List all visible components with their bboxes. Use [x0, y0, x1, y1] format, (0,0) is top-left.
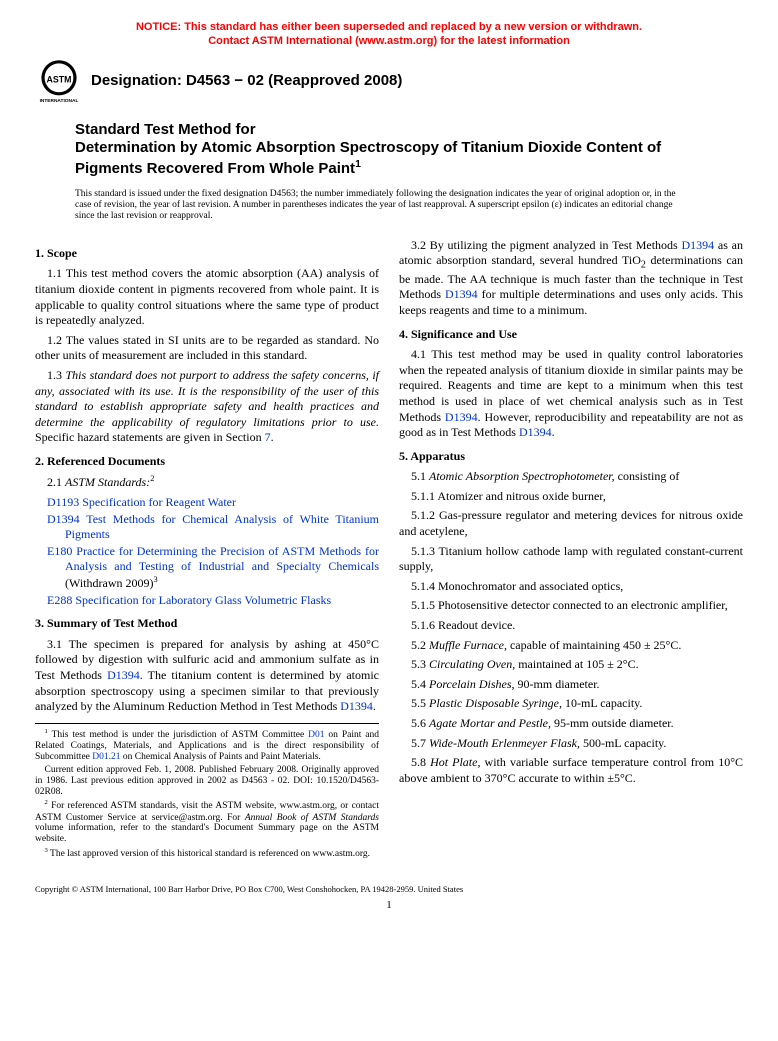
ref-d1193: D1193 Specification for Reagent Water — [35, 495, 379, 511]
footnote-1b: Current edition approved Feb. 1, 2008. P… — [35, 765, 379, 798]
link-d1193[interactable]: D1193 — [47, 495, 79, 509]
link-d1394-5[interactable]: D1394 — [445, 287, 478, 301]
link-e180[interactable]: E180 — [47, 544, 72, 558]
para-5-6: 5.6 Agate Mortar and Pestle, 95-mm outsi… — [399, 716, 743, 732]
link-d1394-3[interactable]: D1394 — [340, 699, 373, 713]
svg-text:ASTM: ASTM — [47, 74, 72, 84]
issuance-note: This standard is issued under the fixed … — [75, 189, 693, 223]
title-main-text: Determination by Atomic Absorption Spect… — [75, 139, 661, 177]
para-3-2: 3.2 By utilizing the pigment analyzed in… — [399, 238, 743, 319]
para-5-2: 5.2 Muffle Furnace, capable of maintaini… — [399, 638, 743, 654]
designation: Designation: D4563 − 02 (Reapproved 2008… — [91, 71, 402, 91]
para-5-8: 5.8 Hot Plate, with variable surface tem… — [399, 755, 743, 786]
notice-banner: NOTICE: This standard has either been su… — [35, 20, 743, 49]
title-prefix: Standard Test Method for — [75, 120, 723, 140]
para-5-1-2: 5.1.2 Gas-pressure regulator and meterin… — [399, 508, 743, 539]
para-5-4: 5.4 Porcelain Dishes, 90-mm diameter. — [399, 677, 743, 693]
copyright: Copyright © ASTM International, 100 Barr… — [35, 884, 743, 895]
para-5-1-3: 5.1.3 Titanium hollow cathode lamp with … — [399, 544, 743, 575]
para-1-1: 1.1 This test method covers the atomic a… — [35, 266, 379, 328]
link-d1394-2[interactable]: D1394 — [107, 668, 140, 682]
para-5-1: 5.1 Atomic Absorption Spectrophotometer,… — [399, 469, 743, 485]
footnotes: 1 This test method is under the jurisdic… — [35, 723, 379, 861]
link-d1394-4[interactable]: D1394 — [681, 238, 714, 252]
title-sup: 1 — [355, 158, 361, 170]
link-e288-title[interactable]: Specification for Laboratory Glass Volum… — [75, 593, 331, 607]
section-4-head: 4. Significance and Use — [399, 327, 743, 343]
section-5-head: 5. Apparatus — [399, 449, 743, 465]
para-5-7: 5.7 Wide-Mouth Erlenmeyer Flask, 500-mL … — [399, 736, 743, 752]
para-5-1-6: 5.1.6 Readout device. — [399, 618, 743, 634]
title-main: Determination by Atomic Absorption Spect… — [75, 139, 723, 179]
page-number: 1 — [35, 898, 743, 912]
footnote-3: 3 The last approved version of this hist… — [35, 847, 379, 860]
footnote-2: 2 For referenced ASTM standards, visit t… — [35, 799, 379, 845]
ref-d1394: D1394 Test Methods for Chemical Analysis… — [35, 512, 379, 543]
link-d1394-7[interactable]: D1394 — [519, 425, 552, 439]
para-2-1: 2.1 ASTM Standards:2 — [35, 474, 379, 491]
ref-e288: E288 Specification for Laboratory Glass … — [35, 593, 379, 609]
footnote-1: 1 This test method is under the jurisdic… — [35, 728, 379, 763]
para-5-3: 5.3 Circulating Oven, maintained at 105 … — [399, 657, 743, 673]
link-d1394-6[interactable]: D1394 — [445, 410, 478, 424]
link-d01-21[interactable]: D01.21 — [92, 752, 120, 762]
link-d01[interactable]: D01 — [308, 730, 324, 740]
notice-line1: NOTICE: This standard has either been su… — [136, 21, 642, 33]
astm-logo-icon: ASTM INTERNATIONAL — [35, 57, 83, 105]
link-d1394-title[interactable]: Test Methods for Chemical Analysis of Wh… — [65, 512, 379, 542]
notice-line2: Contact ASTM International (www.astm.org… — [208, 35, 570, 47]
link-d1193-title[interactable]: Specification for Reagent Water — [82, 495, 236, 509]
body-columns: 1. Scope 1.1 This test method covers the… — [35, 238, 743, 863]
para-5-1-5: 5.1.5 Photosensitive detector connected … — [399, 598, 743, 614]
link-e288[interactable]: E288 — [47, 593, 72, 607]
svg-text:INTERNATIONAL: INTERNATIONAL — [40, 97, 79, 103]
link-e180-title[interactable]: Practice for Determining the Precision o… — [65, 544, 379, 574]
para-5-1-1: 5.1.1 Atomizer and nitrous oxide burner, — [399, 489, 743, 505]
para-5-1-4: 5.1.4 Monochromator and associated optic… — [399, 579, 743, 595]
para-1-3: 1.3 This standard does not purport to ad… — [35, 368, 379, 446]
link-d1394[interactable]: D1394 — [47, 512, 80, 526]
para-5-5: 5.5 Plastic Disposable Syringe, 10-mL ca… — [399, 696, 743, 712]
section-2-head: 2. Referenced Documents — [35, 454, 379, 470]
para-4-1: 4.1 This test method may be used in qual… — [399, 347, 743, 441]
para-1-2: 1.2 The values stated in SI units are to… — [35, 333, 379, 364]
para-3-1: 3.1 The specimen is prepared for analysi… — [35, 637, 379, 715]
ref-e180: E180 Practice for Determining the Precis… — [35, 544, 379, 592]
section-3-head: 3. Summary of Test Method — [35, 616, 379, 632]
section-1-head: 1. Scope — [35, 246, 379, 262]
header-row: ASTM INTERNATIONAL Designation: D4563 − … — [35, 57, 743, 105]
title-block: Standard Test Method for Determination b… — [75, 120, 723, 223]
